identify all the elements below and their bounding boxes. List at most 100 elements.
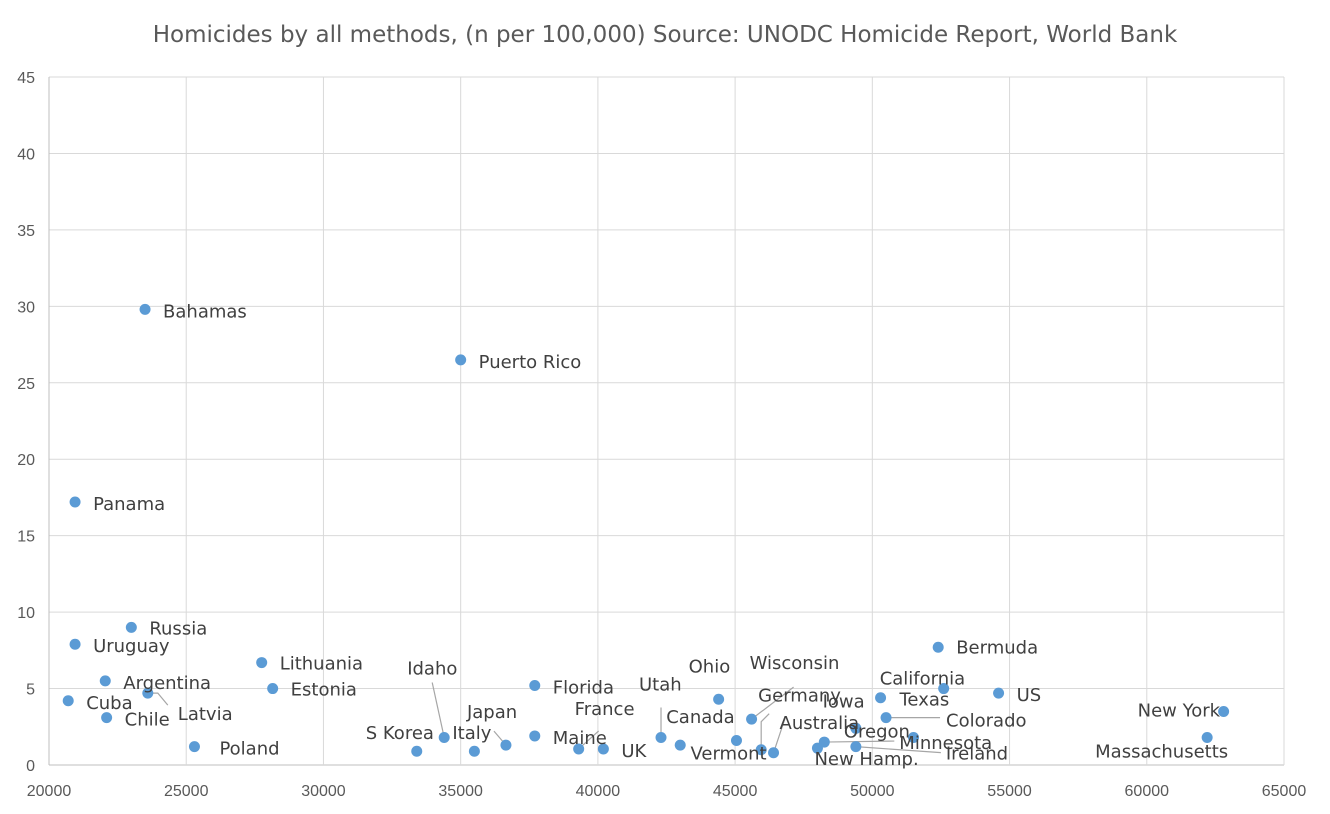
data-point [188,741,200,753]
y-tick-label: 40 [17,146,35,163]
data-point [850,741,862,753]
data-point [908,731,919,743]
y-tick-label: 45 [17,70,35,87]
data-label: Ohio [689,656,731,677]
data-point [1201,731,1213,743]
data-point [1218,705,1230,717]
y-tick-label: 35 [17,223,35,240]
data-point [62,695,74,707]
data-point [713,693,725,705]
data-label: Maine [553,728,607,749]
y-tick-label: 10 [17,605,35,622]
x-tick-label: 30000 [301,783,346,800]
data-label: Cuba [86,693,132,714]
y-axis-ticks: 0 5 10 15 20 25 30 35 40 45 [17,70,35,775]
data-label: Iowa [823,692,865,713]
data-label: Estonia [291,680,357,701]
data-label: Uruguay [93,636,170,657]
data-label: France [575,699,635,720]
data-point [875,692,887,704]
data-label: Germany [758,686,841,707]
data-label: Canada [666,707,735,728]
data-label: Oregon [844,721,910,742]
data-label: UK [621,741,647,762]
data-point [69,638,81,650]
data-label: Massachusetts [1095,741,1228,762]
data-point [746,713,758,725]
data-label: Australia [780,713,860,734]
data-label: Chile [125,710,170,731]
data-point [811,742,823,754]
data-label: Minnesota [899,733,992,754]
data-label: Florida [553,677,614,698]
data-point [267,683,279,695]
data-point [500,739,512,751]
leader-line [760,713,770,750]
leader-line [824,740,895,743]
x-tick-label: 35000 [438,783,483,800]
data-label: Colorado [946,711,1026,732]
data-label: Russia [149,618,207,639]
x-tick-label: 40000 [576,783,621,800]
data-point [529,730,541,742]
data-label: Ireland [946,744,1008,765]
leader-line [431,682,445,738]
data-label: California [880,669,965,690]
data-point [256,657,268,669]
data-point [850,722,862,734]
data-point [768,747,780,759]
data-point [655,731,667,743]
data-label: Bermuda [956,637,1038,658]
data-label: Puerto Rico [479,352,582,373]
x-tick-label: 55000 [987,783,1032,800]
leader-line [772,716,787,753]
x-tick-label: 45000 [713,783,758,800]
data-point [880,712,892,724]
y-tick-label: 30 [17,299,35,316]
data-label: Argentina [123,673,211,694]
data-point [932,641,944,653]
data-label: Japan [466,702,517,723]
data-point [468,745,480,757]
data-point [529,679,541,691]
data-point [730,735,742,747]
data-point [101,712,113,724]
data-label: Lithuania [280,654,363,675]
data-label: S Korea [366,723,434,744]
data-point [755,744,767,756]
data-label: New York [1138,700,1221,721]
data-point [438,731,450,743]
x-tick-label: 60000 [1125,783,1170,800]
data-point [99,675,111,687]
data-point [69,496,81,508]
x-axis-ticks: 20000 25000 30000 35000 40000 45000 50000 55000… [27,783,1307,800]
chart-title: Homicides by all methods, (n per 100,000… [153,22,1178,48]
data-point [573,743,585,755]
data-label: Idaho [407,658,457,679]
y-tick-label: 15 [17,529,35,546]
data-label: Utah [639,674,682,695]
y-tick-label: 20 [17,452,35,469]
x-tick-label: 25000 [164,783,209,800]
data-label: Poland [219,739,279,760]
y-tick-label: 25 [17,376,35,393]
x-tick-label: 50000 [850,783,895,800]
x-tick-label: 65000 [1262,783,1307,800]
data-label: Panama [93,494,165,515]
data-point [139,303,151,315]
data-label: New Hamp. [814,749,918,770]
data-label: Latvia [178,704,233,725]
y-tick-label: 0 [26,758,35,775]
data-points [62,303,1230,759]
data-point [455,354,467,366]
data-point [411,745,423,757]
y-tick-label: 5 [26,682,35,699]
data-point [125,621,137,633]
data-label: Texas [899,689,950,710]
data-label: Italy [452,723,491,744]
data-point [938,683,950,695]
data-point [674,739,686,751]
data-point [597,743,609,755]
